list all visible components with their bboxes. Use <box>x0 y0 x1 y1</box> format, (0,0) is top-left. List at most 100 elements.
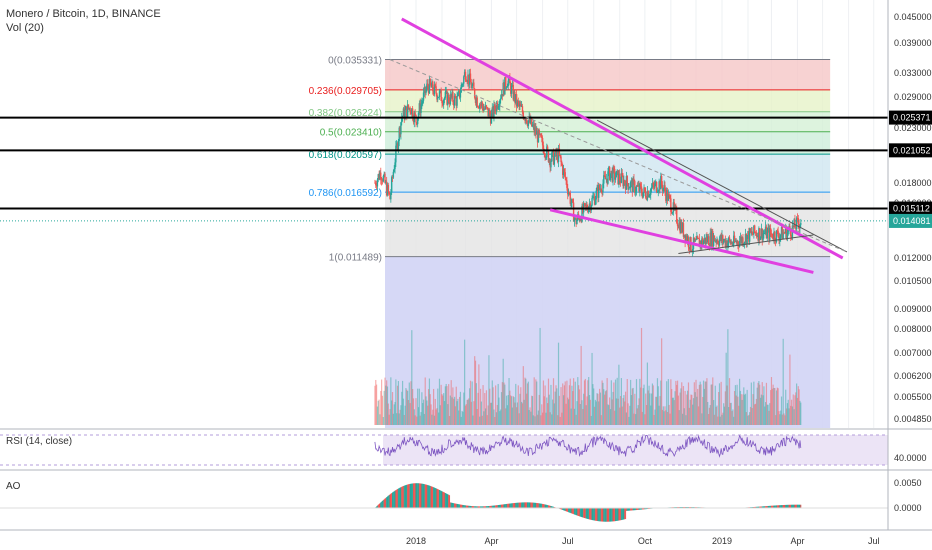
ao-bar <box>473 506 475 508</box>
volume-bar <box>437 388 439 425</box>
ao-bar <box>630 508 632 511</box>
volume-bar <box>791 406 794 425</box>
candle-body <box>682 223 685 237</box>
candle-body <box>560 156 562 163</box>
volume-bar <box>798 389 800 425</box>
candle-body <box>772 237 774 240</box>
volume-bar <box>430 404 432 425</box>
volume-bar <box>466 399 468 425</box>
volume-bar <box>574 381 576 425</box>
price-tag-label: 0.014081 <box>893 216 931 226</box>
candle-body <box>619 173 621 181</box>
ao-bar <box>399 487 401 508</box>
volume-bar <box>434 398 436 425</box>
volume-bar <box>586 396 588 425</box>
ao-bar <box>606 508 608 522</box>
candle-body <box>511 84 514 87</box>
volume-bar <box>388 414 390 425</box>
ao-bar <box>623 508 625 520</box>
candle-body <box>578 216 581 221</box>
candle-body <box>532 124 535 126</box>
volume-bar <box>648 385 650 425</box>
candle-body <box>646 191 649 200</box>
volume-bar <box>647 390 649 425</box>
candle-body <box>618 173 620 184</box>
candle-body <box>700 241 702 246</box>
candle-body <box>425 88 427 94</box>
volume-bar <box>392 413 394 425</box>
volume-bar <box>387 403 389 425</box>
ao-bar <box>603 508 605 522</box>
volume-bar <box>547 378 550 425</box>
volume-pane <box>374 327 802 425</box>
ao-bar <box>485 506 487 508</box>
volume-bar <box>607 404 609 425</box>
wedge-lower-line <box>678 234 814 254</box>
candle-body <box>768 227 770 240</box>
volume-bar <box>630 379 632 425</box>
ao-bar <box>530 502 532 508</box>
volume-bar <box>478 364 480 425</box>
candle-body <box>580 219 582 222</box>
volume-bar <box>422 399 425 425</box>
ao-bar <box>535 502 537 508</box>
candle-body <box>515 94 518 107</box>
volume-bar <box>787 399 789 425</box>
price-tick-label: 0.029000 <box>894 92 932 102</box>
candle-body <box>769 228 772 234</box>
volume-bar <box>572 391 574 425</box>
ao-bar <box>447 494 449 508</box>
volume-bar <box>694 392 696 425</box>
ao-bar <box>478 506 480 508</box>
candle-body <box>634 191 637 193</box>
volume-bar <box>456 401 458 425</box>
volume-bar <box>503 382 505 425</box>
candle-body <box>450 94 452 98</box>
volume-bar <box>754 403 757 425</box>
volume-bar <box>604 394 606 425</box>
ao-bar <box>531 502 533 508</box>
candle-body <box>785 227 787 234</box>
candle-body <box>677 226 680 229</box>
candle-body <box>741 237 743 243</box>
volume-bar <box>557 415 559 425</box>
candle-body <box>645 191 647 198</box>
ao-bar <box>438 489 440 508</box>
candle-body <box>510 86 513 94</box>
candle-body <box>717 240 719 244</box>
volume-bar <box>429 394 431 425</box>
candle-body <box>586 204 588 210</box>
candle-body <box>464 71 467 80</box>
volume-bar <box>625 412 628 425</box>
candle-body <box>732 244 734 246</box>
volume-bar <box>673 400 675 425</box>
candle-body <box>482 106 484 111</box>
candle-body <box>445 91 447 92</box>
volume-bar <box>464 339 466 425</box>
volume-bar <box>491 380 493 425</box>
ao-bar <box>593 508 595 521</box>
volume-bar <box>453 398 455 425</box>
volume-bar <box>702 396 704 425</box>
candle-body <box>504 77 506 95</box>
ao-bar <box>605 508 607 522</box>
ao-bar <box>761 506 763 508</box>
candle-body <box>454 95 457 99</box>
price-tick-label: 0.023000 <box>894 123 932 133</box>
volume-bar <box>385 385 387 425</box>
volume-bar <box>550 384 552 425</box>
candle-body <box>431 81 433 88</box>
volume-bar <box>474 356 476 425</box>
volume-bar <box>758 381 760 425</box>
ao-bar <box>589 508 591 520</box>
candle-body <box>705 237 707 245</box>
volume-bar <box>619 395 622 425</box>
volume-bar <box>788 408 790 425</box>
volume-bar <box>507 395 509 425</box>
ao-bar <box>477 506 479 508</box>
candle-body <box>477 106 479 108</box>
volume-bar <box>540 415 542 425</box>
ao-bar <box>383 499 385 508</box>
volume-bar <box>463 392 465 425</box>
ao-bar <box>529 502 531 508</box>
